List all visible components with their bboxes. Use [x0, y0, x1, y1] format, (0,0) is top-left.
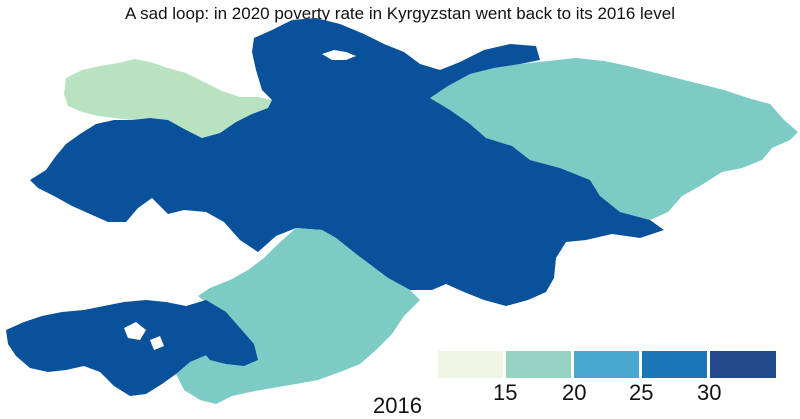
- year-label: 2016: [373, 393, 422, 418]
- legend-bin-5: [710, 351, 776, 378]
- legend-tick-15: 15: [493, 380, 518, 405]
- map-title: A sad loop: in 2020 poverty rate in Kyrg…: [125, 4, 675, 23]
- enclave-icon: [124, 322, 146, 340]
- legend-tick-25: 25: [629, 380, 654, 405]
- legend-bin-3: [574, 351, 639, 378]
- legend-tick-20: 20: [562, 380, 587, 405]
- lake-icon: [322, 50, 356, 60]
- legend-tick-30: 30: [697, 380, 722, 405]
- region-talas[interactable]: [64, 59, 272, 138]
- region-batken-east[interactable]: [192, 304, 258, 366]
- enclave-icon: [150, 336, 164, 350]
- legend-bin-1: [438, 351, 503, 378]
- region-chuy-naryn-jalalabad[interactable]: [30, 18, 664, 306]
- legend-bin-2: [506, 351, 571, 378]
- region-issyk-kul[interactable]: [430, 58, 798, 220]
- legend-bin-4: [642, 351, 707, 378]
- region-batken[interactable]: [6, 300, 232, 396]
